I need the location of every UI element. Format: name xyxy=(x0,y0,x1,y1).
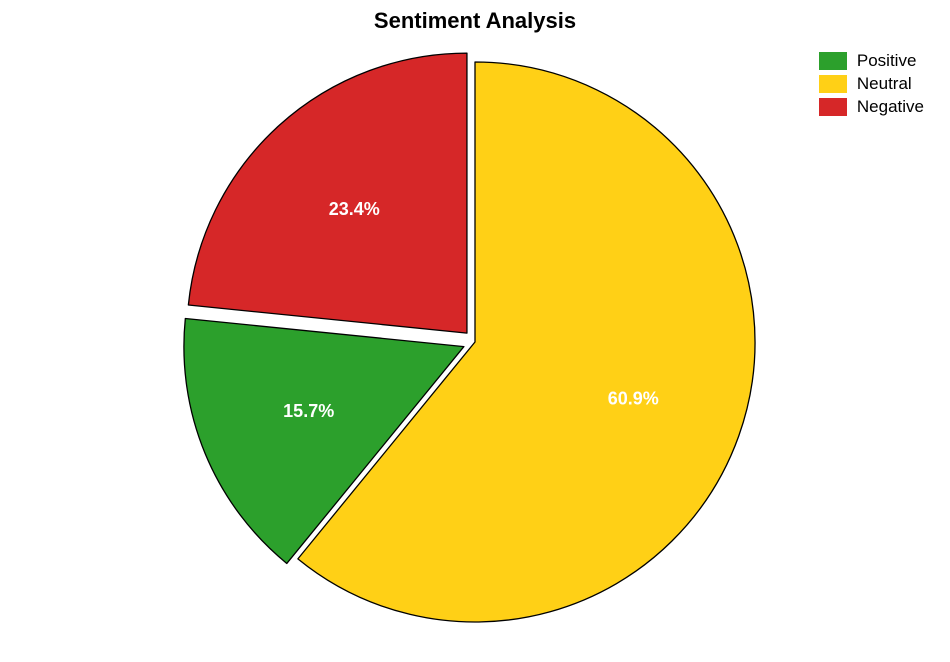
legend-item-positive: Positive xyxy=(819,49,924,72)
legend-label: Neutral xyxy=(857,74,912,94)
legend-item-negative: Negative xyxy=(819,95,924,118)
pie-label-negative: 23.4% xyxy=(329,199,380,219)
legend-swatch xyxy=(819,98,847,116)
legend-swatch xyxy=(819,52,847,70)
pie-label-neutral: 60.9% xyxy=(608,389,659,409)
legend-item-neutral: Neutral xyxy=(819,72,924,95)
legend-label: Positive xyxy=(857,51,917,71)
pie-label-positive: 15.7% xyxy=(283,401,334,421)
legend-swatch xyxy=(819,75,847,93)
legend-label: Negative xyxy=(857,97,924,117)
legend: Positive Neutral Negative xyxy=(819,49,924,118)
pie-chart: 23.4% 15.7% 60.9% xyxy=(0,0,950,662)
pie-slice-negative xyxy=(188,53,467,333)
